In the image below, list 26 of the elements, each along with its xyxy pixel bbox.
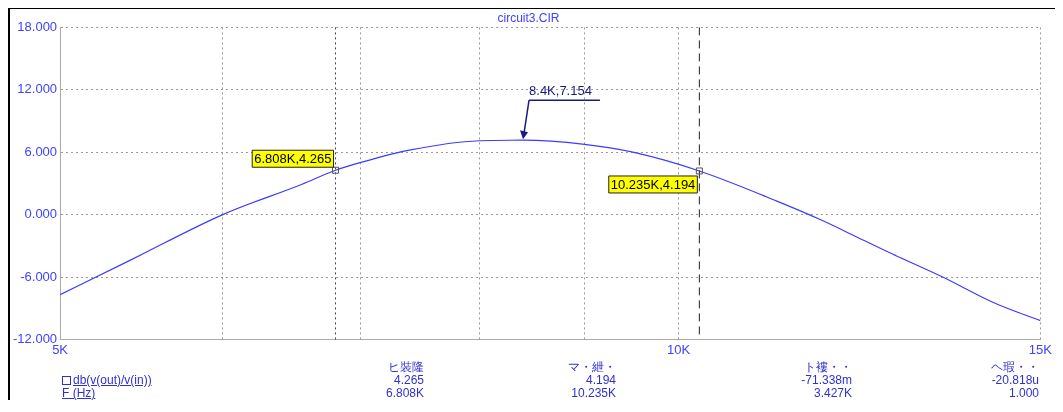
text: F (Hz) [62, 386, 96, 400]
text: -71.338m [801, 373, 852, 387]
y-tick-label: 12.000 [17, 81, 58, 97]
y-tick-label: 6.000 [24, 143, 58, 159]
y-tick-label: 0.000 [24, 206, 58, 222]
x-tick-label: 15K [1028, 341, 1053, 357]
x-tick-label: 10K [667, 341, 691, 357]
text: 1.000 [1008, 386, 1039, 400]
y-tick-label: 18.000 [17, 18, 58, 34]
annotation: 6.808K,4.265 [254, 150, 332, 166]
text: 3.427K [813, 386, 852, 400]
text: 4.194 [585, 373, 616, 387]
y-tick-label: -12.000 [13, 330, 58, 346]
annotation: 8.4K,7.154 [529, 83, 592, 99]
annotation: 10.235K,4.194 [610, 176, 696, 192]
text: ヘ瑕・・ [991, 360, 1039, 374]
text: 4.265 [393, 373, 424, 387]
text: マ・紲・ [568, 360, 616, 374]
text: 6.808K [385, 386, 424, 400]
text: 10.235K [571, 386, 616, 400]
y-tick-label: -6.000 [20, 268, 58, 284]
text: -20.818u [991, 373, 1039, 387]
chart-title: circuit3.CIR [497, 10, 560, 25]
text: db(v(out)/v(in)) [73, 373, 152, 387]
text: ト褸・・ [804, 360, 852, 374]
text: ヒ裝隆 [388, 360, 424, 374]
